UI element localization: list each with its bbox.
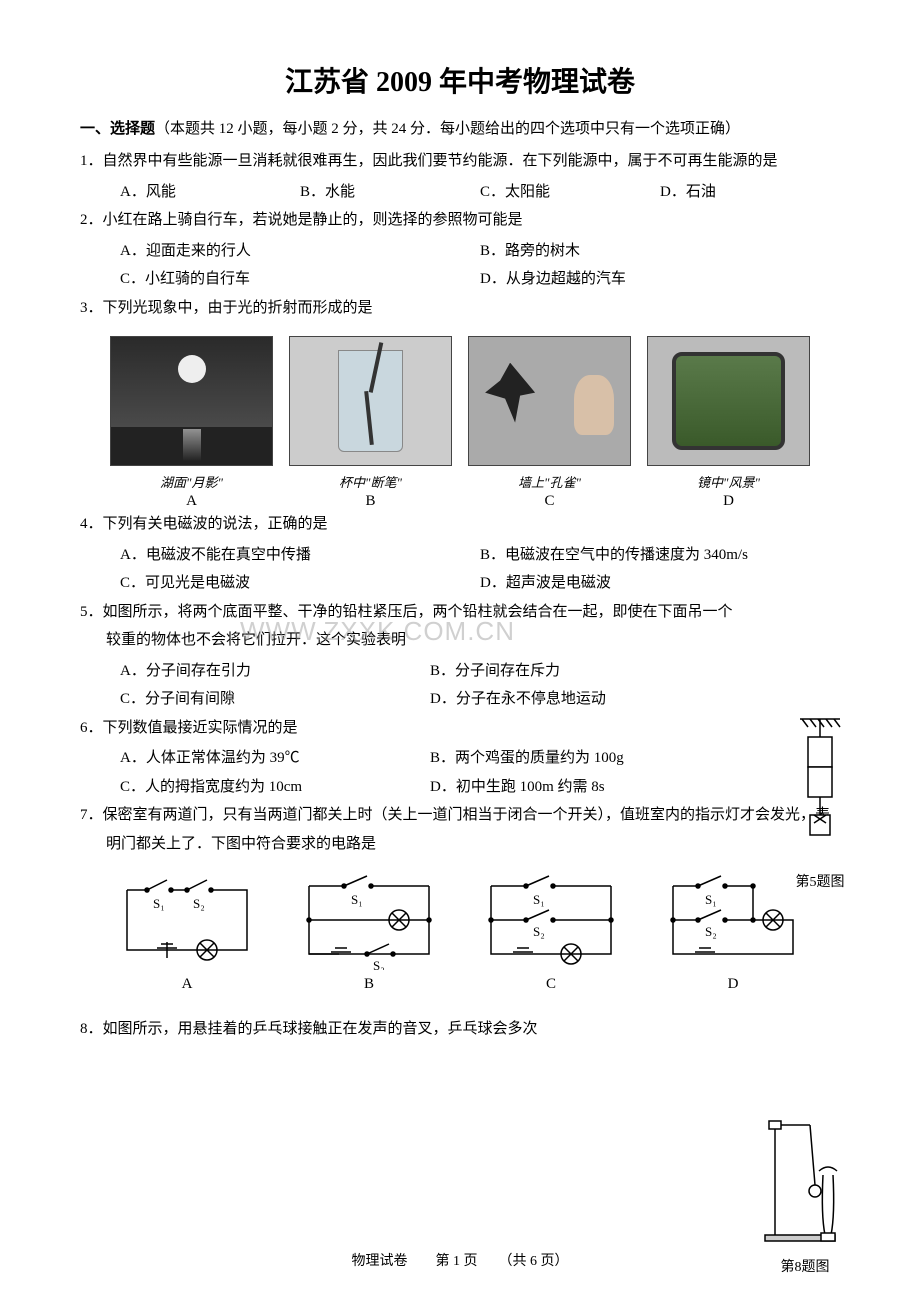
- q2-opt-d: D．从身边超越的汽车: [480, 265, 840, 294]
- q6-options: A．人体正常体温约为 39℃ B．两个鸡蛋的质量约为 100g C．人的拇指宽度…: [80, 744, 840, 801]
- q7-let-a: A: [100, 976, 274, 993]
- q3-cap-a: 湖面"月影": [110, 472, 273, 491]
- q3-item-a: 湖面"月影" A: [110, 336, 273, 510]
- q4-opt-a: A．电磁波不能在真空中传播: [120, 541, 480, 570]
- q5-fig-label: 第5题图: [780, 871, 860, 891]
- q7-circuit-c: S₁ S₂: [471, 870, 631, 970]
- q2-opt-c: C．小红骑的自行车: [120, 265, 480, 294]
- q6-text: 6．下列数值最接近实际情况的是: [80, 714, 840, 743]
- q4-options: A．电磁波不能在真空中传播 B．电磁波在空气中的传播速度为 340m/s C．可…: [80, 541, 840, 598]
- q2-text: 2．小红在路上骑自行车，若说她是静止的，则选择的参照物可能是: [80, 206, 840, 235]
- q4-opt-b: B．电磁波在空气中的传播速度为 340m/s: [480, 541, 840, 570]
- q3-cap-d: 镜中"风景": [647, 472, 810, 491]
- page-title: 江苏省 2009 年中考物理试卷: [80, 60, 840, 100]
- section-desc: （本题共 12 小题，每小题 2 分，共 24 分．每小题给出的四个选项中只有一…: [155, 121, 740, 137]
- q5-opt-c: C．分子间有间隙: [120, 685, 430, 714]
- q1-opt-a: A．风能: [120, 178, 300, 207]
- svg-text:S₂: S₂: [705, 924, 717, 939]
- q4-opt-d: D．超声波是电磁波: [480, 569, 840, 598]
- q7-circuit-b: S₁ S₂: [289, 870, 449, 970]
- q1-opt-b: B．水能: [300, 178, 480, 207]
- q3-img-moon: [110, 336, 273, 466]
- q5-opt-d: D．分子在永不停息地运动: [430, 685, 740, 714]
- q5-diagram: [790, 715, 850, 865]
- q4-opt-c: C．可见光是电磁波: [120, 569, 480, 598]
- q3-cap-c: 墙上"孔雀": [468, 472, 631, 491]
- page-footer: 物理试卷 第 1 页 （共 6 页）: [0, 1250, 920, 1270]
- q7-circuit-a: S₁ S₂: [107, 870, 267, 970]
- svg-text:S₂: S₂: [193, 896, 205, 911]
- q3-cap-b: 杯中"断笔": [289, 472, 452, 491]
- q7-let-d: D: [646, 976, 820, 993]
- q5-opt-b: B．分子间存在斥力: [430, 657, 740, 686]
- section-header: 一、选择题（本题共 12 小题，每小题 2 分，共 24 分．每小题给出的四个选…: [80, 116, 840, 143]
- q3-img-glass: [289, 336, 452, 466]
- q2-opt-b: B．路旁的树木: [480, 237, 840, 266]
- svg-text:S₂: S₂: [373, 958, 385, 970]
- q5-options: A．分子间存在引力 B．分子间存在斥力 C．分子间有间隙 D．分子在永不停息地运…: [80, 657, 840, 714]
- q6-opt-c: C．人的拇指宽度约为 10cm: [120, 773, 430, 802]
- q3-item-d: 镜中"风景" D: [647, 336, 810, 510]
- svg-text:S₁: S₁: [351, 892, 363, 907]
- svg-text:S₁: S₁: [705, 892, 717, 907]
- q3-let-d: D: [647, 493, 810, 510]
- q3-let-c: C: [468, 493, 631, 510]
- svg-text:S₁: S₁: [153, 896, 165, 911]
- svg-text:S₁: S₁: [533, 892, 545, 907]
- q1-options: A．风能 B．水能 C．太阳能 D．石油: [80, 178, 840, 207]
- q1-text: 1．自然界中有些能源一旦消耗就很难再生，因此我们要节约能源．在下列能源中，属于不…: [80, 147, 840, 176]
- q3-item-b: 杯中"断笔" B: [289, 336, 452, 510]
- watermark: WWW.ZXXK.COM.CN: [240, 616, 515, 647]
- q7-item-a: S₁ S₂ A: [100, 870, 274, 993]
- q2-options: A．迎面走来的行人 B．路旁的树木 C．小红骑的自行车 D．从身边超越的汽车: [80, 237, 840, 294]
- q7-item-b: S₁ S₂ B: [282, 870, 456, 993]
- q3-images: 湖面"月影" A 杯中"断笔" B 墙上"孔雀" C 镜中"风景" D: [80, 324, 840, 510]
- q6-opt-b: B．两个鸡蛋的质量约为 100g: [430, 744, 740, 773]
- q6-opt-d: D．初中生跑 100m 约需 8s: [430, 773, 740, 802]
- q5-opt-a: A．分子间存在引力: [120, 657, 430, 686]
- q7-circuits: S₁ S₂ A S₁ S₂ B: [80, 860, 840, 997]
- q8-diagram: [755, 1115, 855, 1245]
- q7-text: 7．保密室有两道门，只有当两道门都关上时（关上一道门相当于闭合一个开关），值班室…: [80, 801, 840, 858]
- q6-opt-a: A．人体正常体温约为 39℃: [120, 744, 430, 773]
- q3-item-c: 墙上"孔雀" C: [468, 336, 631, 510]
- q3-let-a: A: [110, 493, 273, 510]
- q7-let-b: B: [282, 976, 456, 993]
- q7-let-c: C: [464, 976, 638, 993]
- q3-text: 3．下列光现象中，由于光的折射而形成的是: [80, 294, 840, 323]
- svg-text:S₂: S₂: [533, 924, 545, 939]
- q3-img-shadow: [468, 336, 631, 466]
- q1-opt-d: D．石油: [660, 178, 840, 207]
- q1-opt-c: C．太阳能: [480, 178, 660, 207]
- q4-text: 4．下列有关电磁波的说法，正确的是: [80, 510, 840, 539]
- q2-opt-a: A．迎面走来的行人: [120, 237, 480, 266]
- q3-let-b: B: [289, 493, 452, 510]
- q8-text: 8．如图所示，用悬挂着的乒乓球接触正在发声的音叉，乒乓球会多次: [80, 1015, 840, 1044]
- q5-figure: 第5题图: [780, 715, 860, 891]
- q7-item-c: S₁ S₂ C: [464, 870, 638, 993]
- section-label: 一、选择题: [80, 121, 155, 137]
- q3-img-mirror: [647, 336, 810, 466]
